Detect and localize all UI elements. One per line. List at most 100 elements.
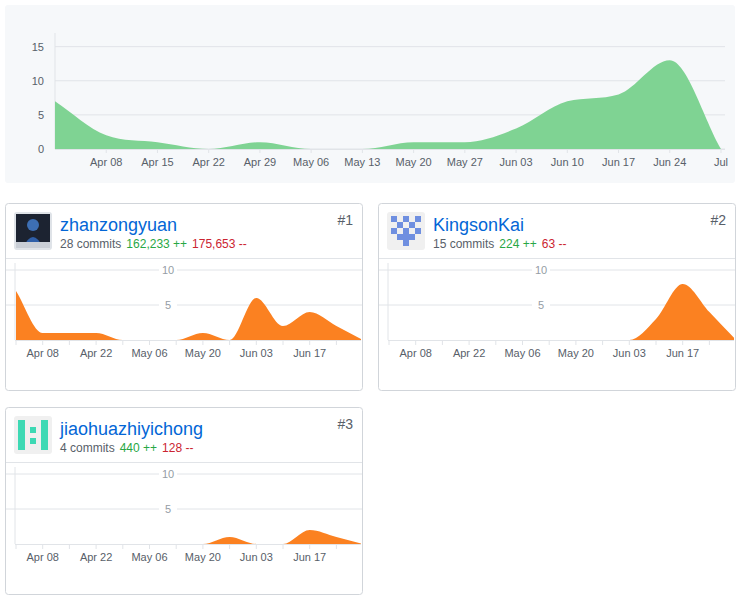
additions: 224 ++: [499, 237, 536, 251]
y-tick-label: 5: [538, 299, 544, 311]
rank: #3: [337, 416, 353, 432]
x-tick-label: Jun 17: [293, 347, 326, 359]
x-tick: [176, 544, 177, 549]
x-tick: [629, 340, 630, 345]
avatar-bg: [387, 212, 425, 250]
deletions: 63 --: [542, 237, 567, 251]
grid-line: [6, 474, 362, 475]
x-tick: [549, 340, 550, 345]
x-tick-label: Apr 08: [26, 347, 58, 359]
area: [389, 284, 734, 340]
avatar-pixel: [415, 216, 421, 222]
marks: [389, 284, 734, 340]
x-axis-line: [15, 544, 361, 545]
commit-count: 15 commits: [433, 237, 494, 251]
tick-label-bg: [159, 263, 177, 276]
x-tick: [336, 544, 337, 549]
x-tick-label: Jun 17: [666, 347, 699, 359]
grid-line: [6, 509, 362, 510]
x-tick: [283, 340, 284, 345]
avatar: [387, 212, 425, 250]
rank: #1: [337, 212, 353, 228]
x-tick-label: May 20: [185, 551, 221, 563]
avatar-pixel: [397, 234, 403, 240]
card-divider: [6, 258, 362, 259]
avatar-pixel: [30, 438, 36, 444]
x-tick: [709, 340, 710, 345]
y-tick-label: 5: [165, 503, 171, 515]
marks: [55, 60, 721, 149]
y-tick-label: 15: [32, 41, 44, 53]
x-tick-label: May 27: [447, 156, 483, 168]
avatar-figure: [27, 219, 39, 231]
x-tick: [106, 149, 107, 153]
tick-label-bg: [159, 467, 177, 480]
y-tick-label: 10: [32, 75, 44, 87]
x-tick: [122, 340, 123, 345]
x-tick-label: May 06: [504, 347, 540, 359]
x-tick: [229, 340, 230, 345]
avatar-ground: [16, 242, 50, 248]
card-divider: [6, 462, 362, 463]
x-tick-label: Jun 17: [293, 551, 326, 563]
x-tick: [176, 340, 177, 345]
x-tick: [567, 149, 568, 153]
x-tick: [256, 544, 257, 549]
x-tick: [522, 340, 523, 345]
commit-count: 28 commits: [60, 237, 121, 251]
marks: [16, 291, 361, 340]
x-tick: [415, 340, 416, 345]
avatar-pixel: [403, 240, 409, 246]
x-tick: [656, 340, 657, 345]
contributor-name: zhanzongyuan: [60, 215, 177, 235]
x-tick: [16, 340, 17, 345]
x-tick-label: Apr 29: [244, 156, 276, 168]
contributor-name: jiaohuazhiyichong: [59, 419, 203, 439]
x-tick-label: May 06: [131, 551, 167, 563]
avatar-pixel: [403, 228, 409, 234]
avatar-photo: [16, 214, 50, 248]
grid-line: [55, 80, 725, 81]
deletions: 128 --: [162, 441, 193, 455]
x-tick-label: Apr 08: [26, 551, 58, 563]
x-tick: [469, 340, 470, 345]
x-tick: [96, 544, 97, 549]
x-tick: [229, 544, 230, 549]
x-tick: [575, 340, 576, 345]
grid-line: [6, 270, 362, 271]
avatar-pixel: [403, 216, 409, 222]
area: [16, 291, 361, 340]
avatar-pixel: [409, 222, 415, 228]
avatar-pixel: [391, 216, 397, 222]
x-tick-label: May 06: [131, 347, 167, 359]
x-tick-label: May 06: [293, 156, 329, 168]
commit-stats: 15 commits 224 ++ 63 --: [433, 237, 566, 251]
x-tick: [96, 340, 97, 345]
avatar-pixel: [391, 228, 397, 234]
avatar-pixel: [41, 420, 48, 450]
contributor-card: [6, 408, 363, 595]
y-tick-label: 0: [38, 143, 44, 155]
x-tick-label: Jun 03: [613, 347, 646, 359]
x-tick-label: Jun 10: [551, 156, 584, 168]
x-tick: [309, 340, 310, 345]
marks: [16, 530, 361, 544]
x-axis-line: [388, 340, 734, 341]
y-tick-label: 5: [38, 109, 44, 121]
commit-stats: 28 commits162,233 ++175,653 --: [60, 237, 247, 251]
x-tick: [389, 340, 390, 345]
additions: 162,233 ++: [126, 237, 187, 251]
avatar-bg: [14, 212, 52, 250]
x-tick-label: May 13: [344, 156, 380, 168]
x-tick: [602, 340, 603, 345]
avatar-pixel: [403, 234, 409, 240]
x-tick: [42, 544, 43, 549]
x-tick-label: Jul: [714, 156, 728, 168]
avatar-bg: [14, 416, 52, 454]
x-tick: [202, 544, 203, 549]
y-axis-line: [388, 263, 389, 340]
commit-count: 4 commits: [60, 441, 115, 455]
x-tick: [69, 544, 70, 549]
area: [16, 530, 361, 544]
avatar-pixel: [18, 420, 25, 450]
